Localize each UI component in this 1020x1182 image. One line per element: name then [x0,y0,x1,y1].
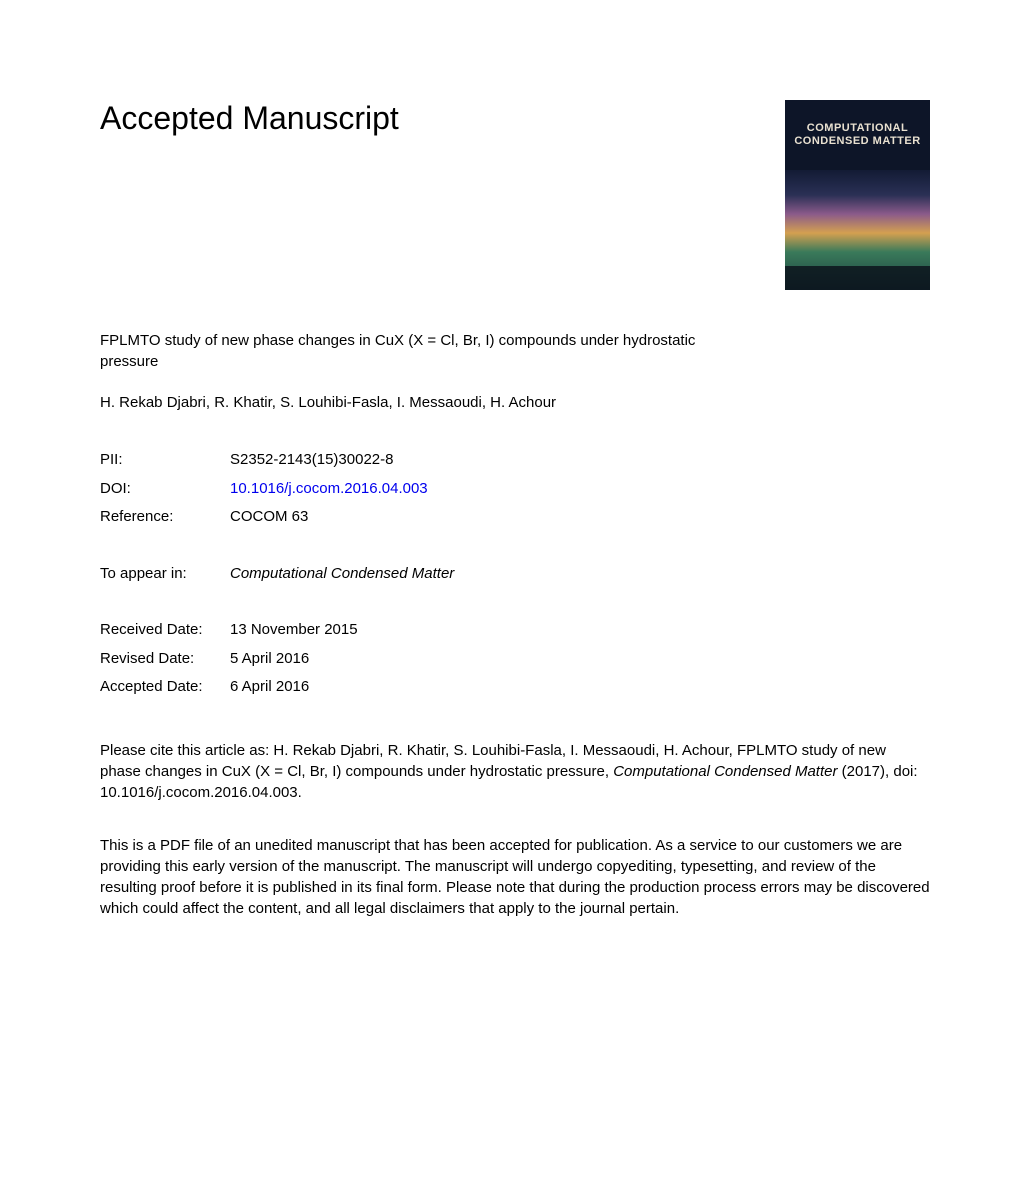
journal-cover-bottom [785,266,930,290]
pii-label: PII: [100,446,230,475]
citation-text: Please cite this article as: H. Rekab Dj… [100,740,930,803]
revised-label: Revised Date: [100,645,230,674]
revised-value: 5 April 2016 [230,645,930,674]
doi-row: DOI: 10.1016/j.cocom.2016.04.003 [100,475,930,504]
reference-value: COCOM 63 [230,503,930,532]
revised-row: Revised Date: 5 April 2016 [100,645,930,674]
reference-label: Reference: [100,503,230,532]
pii-row: PII: S2352-2143(15)30022-8 [100,446,930,475]
appear-section: To appear in: Computational Condensed Ma… [100,560,930,589]
authors-list: H. Rekab Djabri, R. Khatir, S. Louhibi-F… [100,394,930,411]
metadata-table: PII: S2352-2143(15)30022-8 DOI: 10.1016/… [100,446,930,532]
accepted-value: 6 April 2016 [230,673,930,702]
accepted-label: Accepted Date: [100,673,230,702]
article-title: FPLMTO study of new phase changes in CuX… [100,330,700,372]
page-title: Accepted Manuscript [100,100,399,137]
received-value: 13 November 2015 [230,616,930,645]
reference-row: Reference: COCOM 63 [100,503,930,532]
accepted-row: Accepted Date: 6 April 2016 [100,673,930,702]
journal-cover-image: COMPUTATIONAL CONDENSED MATTER [785,100,930,290]
received-row: Received Date: 13 November 2015 [100,616,930,645]
doi-label: DOI: [100,475,230,504]
journal-title-line2: CONDENSED MATTER [794,135,920,148]
header-row: Accepted Manuscript COMPUTATIONAL CONDEN… [100,100,930,290]
citation-journal: Computational Condensed Matter [613,763,837,780]
journal-cover-title-area: COMPUTATIONAL CONDENSED MATTER [785,100,930,170]
received-label: Received Date: [100,616,230,645]
appear-row: To appear in: Computational Condensed Ma… [100,560,930,589]
pii-value: S2352-2143(15)30022-8 [230,446,930,475]
appear-label: To appear in: [100,560,230,589]
doi-link[interactable]: 10.1016/j.cocom.2016.04.003 [230,475,930,504]
disclaimer-text: This is a PDF file of an unedited manusc… [100,835,930,919]
journal-title-line1: COMPUTATIONAL [807,122,908,135]
appear-value: Computational Condensed Matter [230,560,930,589]
dates-section: Received Date: 13 November 2015 Revised … [100,616,930,702]
